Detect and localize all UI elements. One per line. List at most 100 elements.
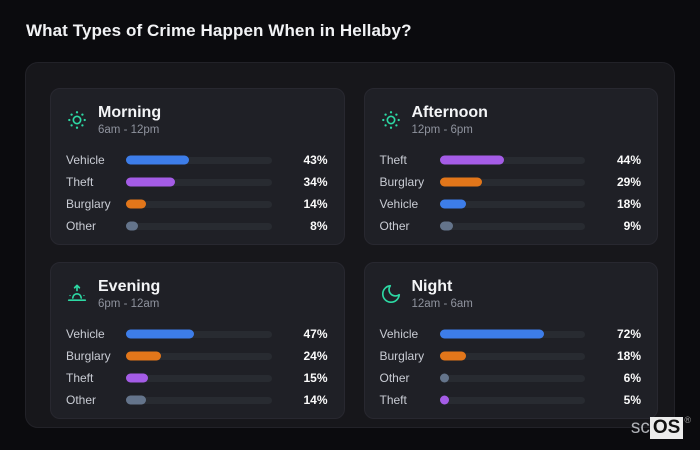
category-label: Other xyxy=(66,393,97,407)
card-header: Evening 6pm - 12am xyxy=(66,276,328,312)
bar-track xyxy=(126,329,272,339)
bar-row-other: Other 6% xyxy=(380,371,642,385)
bar-row-other: Other 8% xyxy=(66,219,328,233)
card-header: Morning 6am - 12pm xyxy=(66,102,328,138)
period-time-range: 12pm - 6pm xyxy=(411,123,473,136)
category-label: Burglary xyxy=(379,175,425,189)
bar-row-burglary: Burglary 24% xyxy=(66,349,328,363)
bar-row-burglary: Burglary 14% xyxy=(66,197,328,211)
bar-fill xyxy=(439,177,482,187)
sun-dots-icon xyxy=(380,109,402,131)
bar-rows: Vehicle 43% Theft 34% Burglary 14% Other 8% xyxy=(66,153,328,233)
percent-value: 72% xyxy=(616,327,641,341)
category-label: Burglary xyxy=(66,349,111,363)
percent-value: 8% xyxy=(310,219,328,233)
time-period-card-evening: Evening 6pm - 12am Vehicle 47% Burglary 24% Th… xyxy=(50,262,345,419)
bar-track xyxy=(126,395,272,405)
page-title: What Types of Crime Happen When in Hella… xyxy=(26,21,412,40)
registered-mark: ® xyxy=(684,415,691,425)
bar-fill xyxy=(126,373,148,383)
bar-row-other: Other 14% xyxy=(66,393,328,407)
scos-watermark: sc OS ® xyxy=(630,415,691,439)
period-time-range: 12am - 6am xyxy=(411,297,473,310)
bar-track xyxy=(439,351,585,361)
percent-value: 47% xyxy=(303,327,328,341)
bar-row-vehicle: Vehicle 72% xyxy=(380,327,642,341)
period-title: Evening xyxy=(98,278,161,296)
percent-value: 6% xyxy=(623,371,641,385)
percent-value: 18% xyxy=(616,349,641,363)
bar-track xyxy=(126,199,272,209)
watermark-prefix: sc xyxy=(630,417,650,438)
category-label: Other xyxy=(66,219,97,233)
bar-track xyxy=(126,351,272,361)
bar-track xyxy=(126,221,272,231)
category-label: Theft xyxy=(66,175,94,189)
bar-track xyxy=(126,155,272,165)
category-label: Theft xyxy=(66,371,94,385)
bar-track xyxy=(439,395,585,405)
bar-rows: Vehicle 72% Burglary 18% Other 6% Theft 5% xyxy=(380,327,642,407)
bar-row-theft: Theft 5% xyxy=(380,393,642,407)
bar-fill xyxy=(126,177,176,187)
bar-fill xyxy=(439,199,466,209)
category-label: Burglary xyxy=(66,197,111,211)
category-label: Burglary xyxy=(379,349,425,363)
sunrise-icon xyxy=(66,283,88,305)
bar-row-theft: Theft 34% xyxy=(66,175,328,189)
bar-fill xyxy=(126,395,147,405)
bar-row-other: Other 9% xyxy=(380,219,642,233)
bar-track xyxy=(439,199,585,209)
bar-track xyxy=(439,155,585,165)
bar-fill xyxy=(126,351,161,361)
bar-row-burglary: Burglary 29% xyxy=(380,175,642,189)
cards-grid: Morning 6am - 12pm Vehicle 43% Theft 34% Burgl… xyxy=(50,88,658,419)
percent-value: 15% xyxy=(303,371,328,385)
bar-row-burglary: Burglary 18% xyxy=(380,349,642,363)
bar-fill xyxy=(126,221,138,231)
category-label: Theft xyxy=(379,393,407,407)
bar-fill xyxy=(126,199,147,209)
period-time-range: 6am - 12pm xyxy=(98,123,160,136)
bar-fill xyxy=(439,351,466,361)
card-header: Afternoon 12pm - 6pm xyxy=(380,102,642,138)
period-title: Morning xyxy=(98,104,162,122)
cards-container: Morning 6am - 12pm Vehicle 43% Theft 34% Burgl… xyxy=(25,62,675,428)
percent-value: 5% xyxy=(623,393,641,407)
period-time-range: 6pm - 12am xyxy=(98,297,160,310)
bar-track xyxy=(126,373,272,383)
bar-fill xyxy=(439,373,449,383)
percent-value: 9% xyxy=(623,219,641,233)
percent-value: 29% xyxy=(616,175,641,189)
period-title: Night xyxy=(411,278,453,296)
bar-track xyxy=(439,221,585,231)
bar-track xyxy=(126,177,272,187)
bar-fill xyxy=(439,155,504,165)
bar-track xyxy=(439,177,585,187)
percent-value: 43% xyxy=(303,153,328,167)
bar-rows: Theft 44% Burglary 29% Vehicle 18% Other 9% xyxy=(380,153,642,233)
period-title: Afternoon xyxy=(411,104,488,122)
bar-row-vehicle: Vehicle 43% xyxy=(66,153,328,167)
category-label: Vehicle xyxy=(379,327,419,341)
watermark-logo: OS xyxy=(649,417,684,439)
percent-value: 14% xyxy=(303,197,328,211)
time-period-card-night: Night 12am - 6am Vehicle 72% Burglary 18% Othe… xyxy=(363,262,658,419)
percent-value: 44% xyxy=(616,153,641,167)
category-label: Other xyxy=(379,371,410,385)
card-header: Night 12am - 6am xyxy=(380,276,642,312)
category-label: Theft xyxy=(379,153,407,167)
bar-row-theft: Theft 15% xyxy=(66,371,328,385)
bar-fill xyxy=(126,155,189,165)
bar-track xyxy=(439,329,585,339)
category-label: Vehicle xyxy=(379,197,419,211)
time-period-card-morning: Morning 6am - 12pm Vehicle 43% Theft 34% Burgl… xyxy=(50,88,345,245)
category-label: Vehicle xyxy=(66,153,105,167)
bar-fill xyxy=(439,329,545,339)
sun-dots-icon xyxy=(66,109,88,131)
category-label: Vehicle xyxy=(66,327,105,341)
moon-icon xyxy=(380,283,402,305)
percent-value: 14% xyxy=(303,393,328,407)
category-label: Other xyxy=(379,219,410,233)
